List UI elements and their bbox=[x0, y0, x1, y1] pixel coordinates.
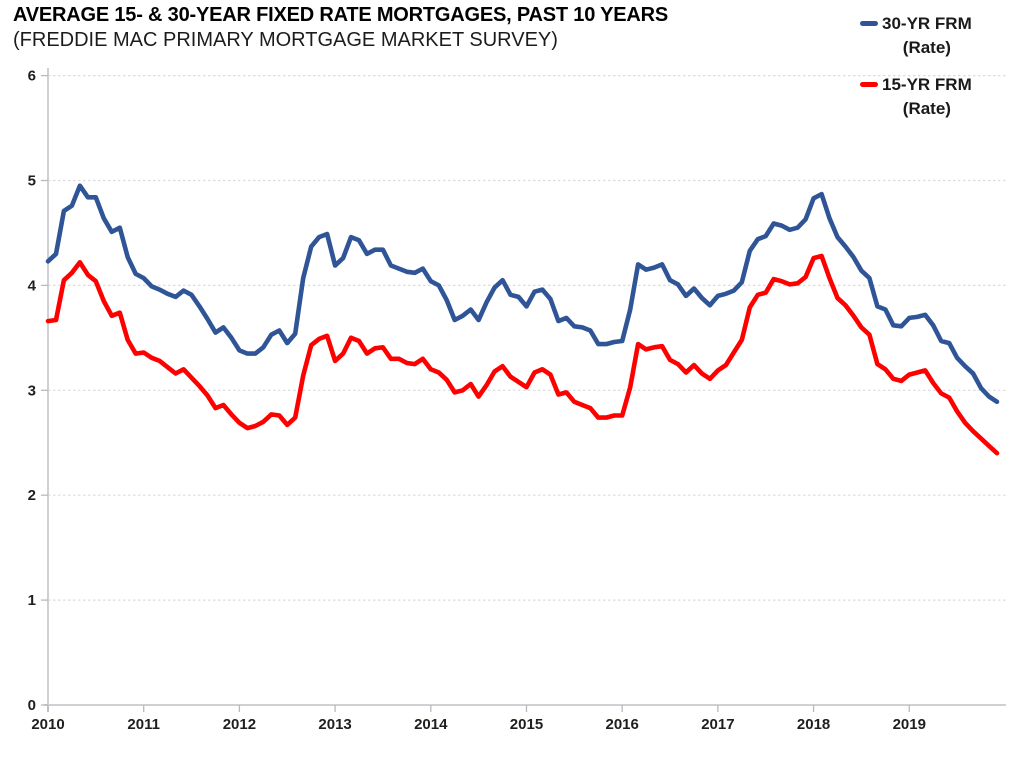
x-tick-label: 2014 bbox=[414, 716, 448, 733]
x-tick-label: 2012 bbox=[223, 716, 256, 733]
page-title: AVERAGE 15- & 30-YEAR FIXED RATE MORTGAG… bbox=[13, 4, 669, 26]
legend-label-15yr-line1: 15-YR FRM bbox=[882, 75, 972, 94]
legend-label-30yr-line2: (Rate) bbox=[902, 38, 951, 57]
legend-label-15yr: 15-YR FRM (Rate) bbox=[882, 73, 972, 121]
x-tick-label: 2017 bbox=[701, 716, 734, 733]
y-tick-label: 0 bbox=[28, 697, 36, 714]
y-tick-label: 4 bbox=[28, 277, 37, 294]
x-tick-label: 2013 bbox=[318, 716, 351, 733]
legend-label-30yr: 30-YR FRM (Rate) bbox=[882, 12, 972, 60]
y-tick-label: 2 bbox=[28, 487, 36, 504]
x-tick-label: 2010 bbox=[31, 716, 64, 733]
x-tick-label: 2019 bbox=[893, 716, 926, 733]
legend-entry-15yr: 15-YR FRM (Rate) bbox=[860, 73, 1020, 121]
y-tick-label: 6 bbox=[28, 68, 36, 85]
series-line-30yr-frm bbox=[45, 183, 1000, 405]
page-subtitle: (FREDDIE MAC PRIMARY MORTGAGE MARKET SUR… bbox=[13, 29, 558, 51]
legend-marker-30yr-icon bbox=[860, 21, 878, 26]
chart-legend: 30-YR FRM (Rate) 15-YR FRM (Rate) bbox=[860, 12, 1020, 134]
x-tick-label: 2015 bbox=[510, 716, 543, 733]
x-tick-label: 2016 bbox=[605, 716, 638, 733]
y-tick-label: 3 bbox=[28, 382, 36, 399]
y-tick-label: 1 bbox=[28, 592, 36, 609]
series-line-15yr-frm bbox=[45, 253, 1000, 456]
legend-label-30yr-line1: 30-YR FRM bbox=[882, 14, 972, 33]
x-tick-label: 2018 bbox=[797, 716, 830, 733]
x-tick-label: 2011 bbox=[127, 716, 160, 733]
legend-label-15yr-line2: (Rate) bbox=[902, 99, 951, 118]
legend-entry-30yr: 30-YR FRM (Rate) bbox=[860, 12, 1020, 60]
y-tick-label: 5 bbox=[28, 173, 36, 190]
legend-marker-15yr-icon bbox=[860, 82, 878, 87]
